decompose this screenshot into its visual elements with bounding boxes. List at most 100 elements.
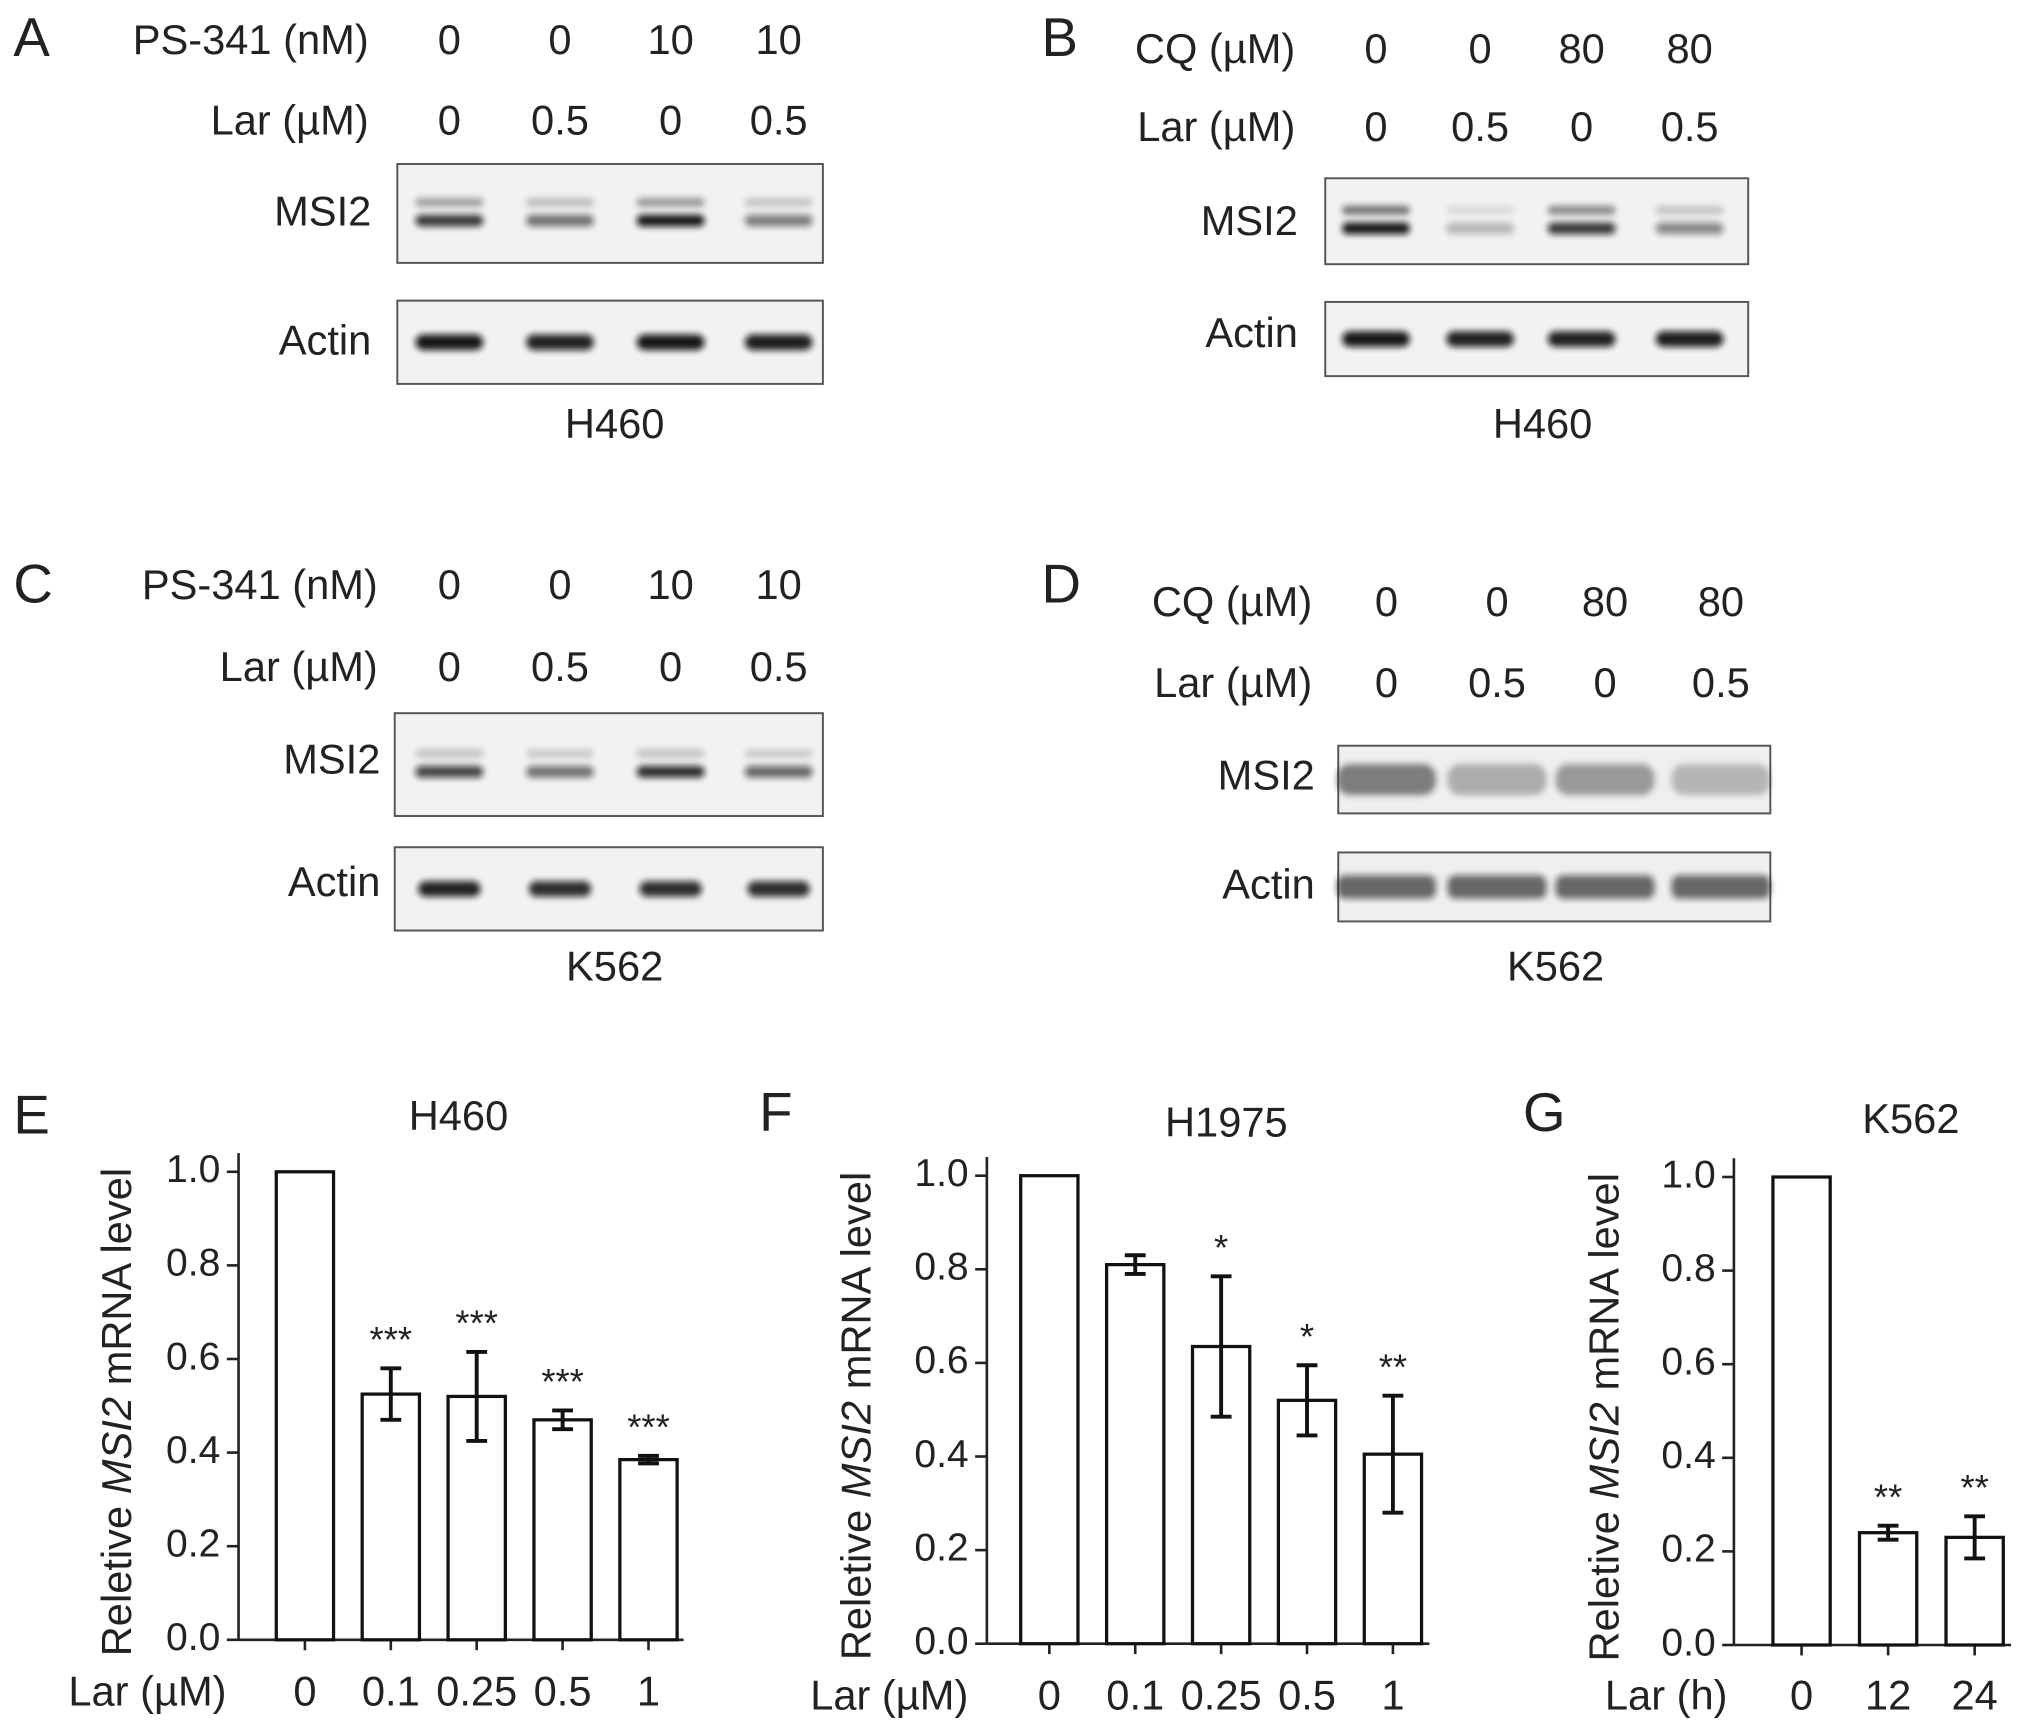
condition-value: 0.5 xyxy=(1451,103,1509,150)
band-label: Actin xyxy=(1222,861,1315,908)
condition-label: PS-341 (nM) xyxy=(142,561,378,608)
x-tick-label: 0.1 xyxy=(362,1667,420,1714)
error-bar xyxy=(466,1350,488,1443)
cell-line: K562 xyxy=(1507,943,1604,990)
band-label: Actin xyxy=(279,317,372,364)
band xyxy=(1671,763,1771,796)
chart-title: H460 xyxy=(409,1092,509,1139)
condition-label: CQ (µM) xyxy=(1152,578,1312,625)
significance: ** xyxy=(1379,1346,1407,1387)
y-tick-label: 0.4 xyxy=(914,1433,968,1476)
panel-letter: B xyxy=(1042,7,1078,68)
x-tick-label: 0.25 xyxy=(436,1667,517,1714)
significance: * xyxy=(1214,1227,1228,1268)
condition-label: PS-341 (nM) xyxy=(133,16,369,63)
y-axis-label-suffix: mRNA level xyxy=(832,1172,879,1389)
x-tick-label: 0 xyxy=(293,1667,316,1714)
cell-line: H460 xyxy=(565,400,665,447)
bar xyxy=(1019,1174,1080,1646)
condition-value: 0 xyxy=(438,643,461,690)
band xyxy=(415,765,484,778)
panel-letter: D xyxy=(1042,554,1081,615)
condition-value: 0 xyxy=(1375,578,1398,625)
band xyxy=(1342,331,1410,347)
band xyxy=(744,197,813,207)
band xyxy=(526,214,594,227)
band xyxy=(747,881,810,897)
band xyxy=(1446,205,1514,215)
x-tick-label: 1 xyxy=(1381,1671,1404,1718)
condition-value: 0.5 xyxy=(1468,659,1526,706)
band xyxy=(744,765,813,778)
y-axis-label-prefix: Reletive xyxy=(1581,1511,1628,1661)
condition-value: 10 xyxy=(755,16,801,63)
y-tick-label: 1.0 xyxy=(914,1152,968,1195)
error-bar xyxy=(638,1453,659,1466)
bar xyxy=(1857,1531,1919,1647)
band xyxy=(526,197,594,207)
band xyxy=(636,765,705,778)
band xyxy=(1336,763,1436,796)
condition-value: 0.5 xyxy=(531,97,589,144)
cell-line: K562 xyxy=(566,943,663,990)
band xyxy=(528,881,592,897)
band xyxy=(526,334,594,351)
y-axis-label-prefix: Reletive xyxy=(93,1506,140,1656)
band xyxy=(1655,205,1724,215)
condition-value: 0 xyxy=(1375,659,1398,706)
x-tick-label: 12 xyxy=(1865,1671,1911,1718)
error-bar xyxy=(1296,1363,1318,1438)
band xyxy=(636,214,705,227)
blot-membrane xyxy=(1324,177,1750,266)
y-axis-label-suffix: mRNA level xyxy=(1581,1173,1628,1390)
band-label: MSI2 xyxy=(1201,197,1298,244)
condition-label: CQ (µM) xyxy=(1135,25,1295,72)
condition-value: 80 xyxy=(1698,578,1744,625)
condition-value: 0 xyxy=(438,16,461,63)
band xyxy=(526,748,594,759)
error-bar xyxy=(1382,1393,1404,1515)
significance: *** xyxy=(541,1361,584,1402)
band-label: Actin xyxy=(1205,309,1298,356)
x-axis-label: Lar (µM) xyxy=(810,1671,968,1718)
band-label: MSI2 xyxy=(1218,751,1315,798)
band xyxy=(526,765,594,778)
blot-membrane xyxy=(396,163,824,264)
band xyxy=(1336,875,1436,899)
y-tick-label: 0.6 xyxy=(914,1339,968,1382)
y-tick-label: 0.8 xyxy=(166,1242,220,1285)
band xyxy=(1547,331,1616,347)
y-axis-label: Reletive MSI2 mRNA level xyxy=(832,1172,879,1660)
error-bar xyxy=(380,1366,402,1422)
bar xyxy=(1104,1262,1166,1646)
panel-letter: E xyxy=(13,1085,49,1146)
band xyxy=(1446,222,1514,235)
condition-value: 10 xyxy=(647,16,693,63)
error-bar xyxy=(1210,1274,1232,1419)
condition-value: 80 xyxy=(1666,25,1712,72)
x-tick-label: 1 xyxy=(637,1667,660,1714)
band xyxy=(744,214,813,227)
significance: ** xyxy=(1960,1467,1988,1508)
band xyxy=(639,881,702,897)
y-axis-label: Reletive MSI2 mRNA level xyxy=(93,1168,140,1656)
band xyxy=(415,214,484,227)
significance: ** xyxy=(1874,1476,1902,1517)
band-label: Actin xyxy=(288,858,381,905)
cell-line: H460 xyxy=(1493,400,1593,447)
x-tick-label: 0.5 xyxy=(1278,1671,1336,1718)
condition-value: 0 xyxy=(1485,578,1508,625)
band xyxy=(1555,763,1655,796)
condition-value: 10 xyxy=(647,561,693,608)
condition-value: 0 xyxy=(1364,103,1387,150)
panel-letter: G xyxy=(1523,1082,1566,1143)
significance: *** xyxy=(455,1303,498,1344)
condition-value: 0.5 xyxy=(750,643,808,690)
band xyxy=(636,197,705,207)
bar xyxy=(360,1392,422,1642)
x-axis-label: Lar (h) xyxy=(1605,1671,1728,1718)
band xyxy=(418,881,481,897)
condition-value: 0 xyxy=(659,643,682,690)
condition-value: 0 xyxy=(548,561,571,608)
